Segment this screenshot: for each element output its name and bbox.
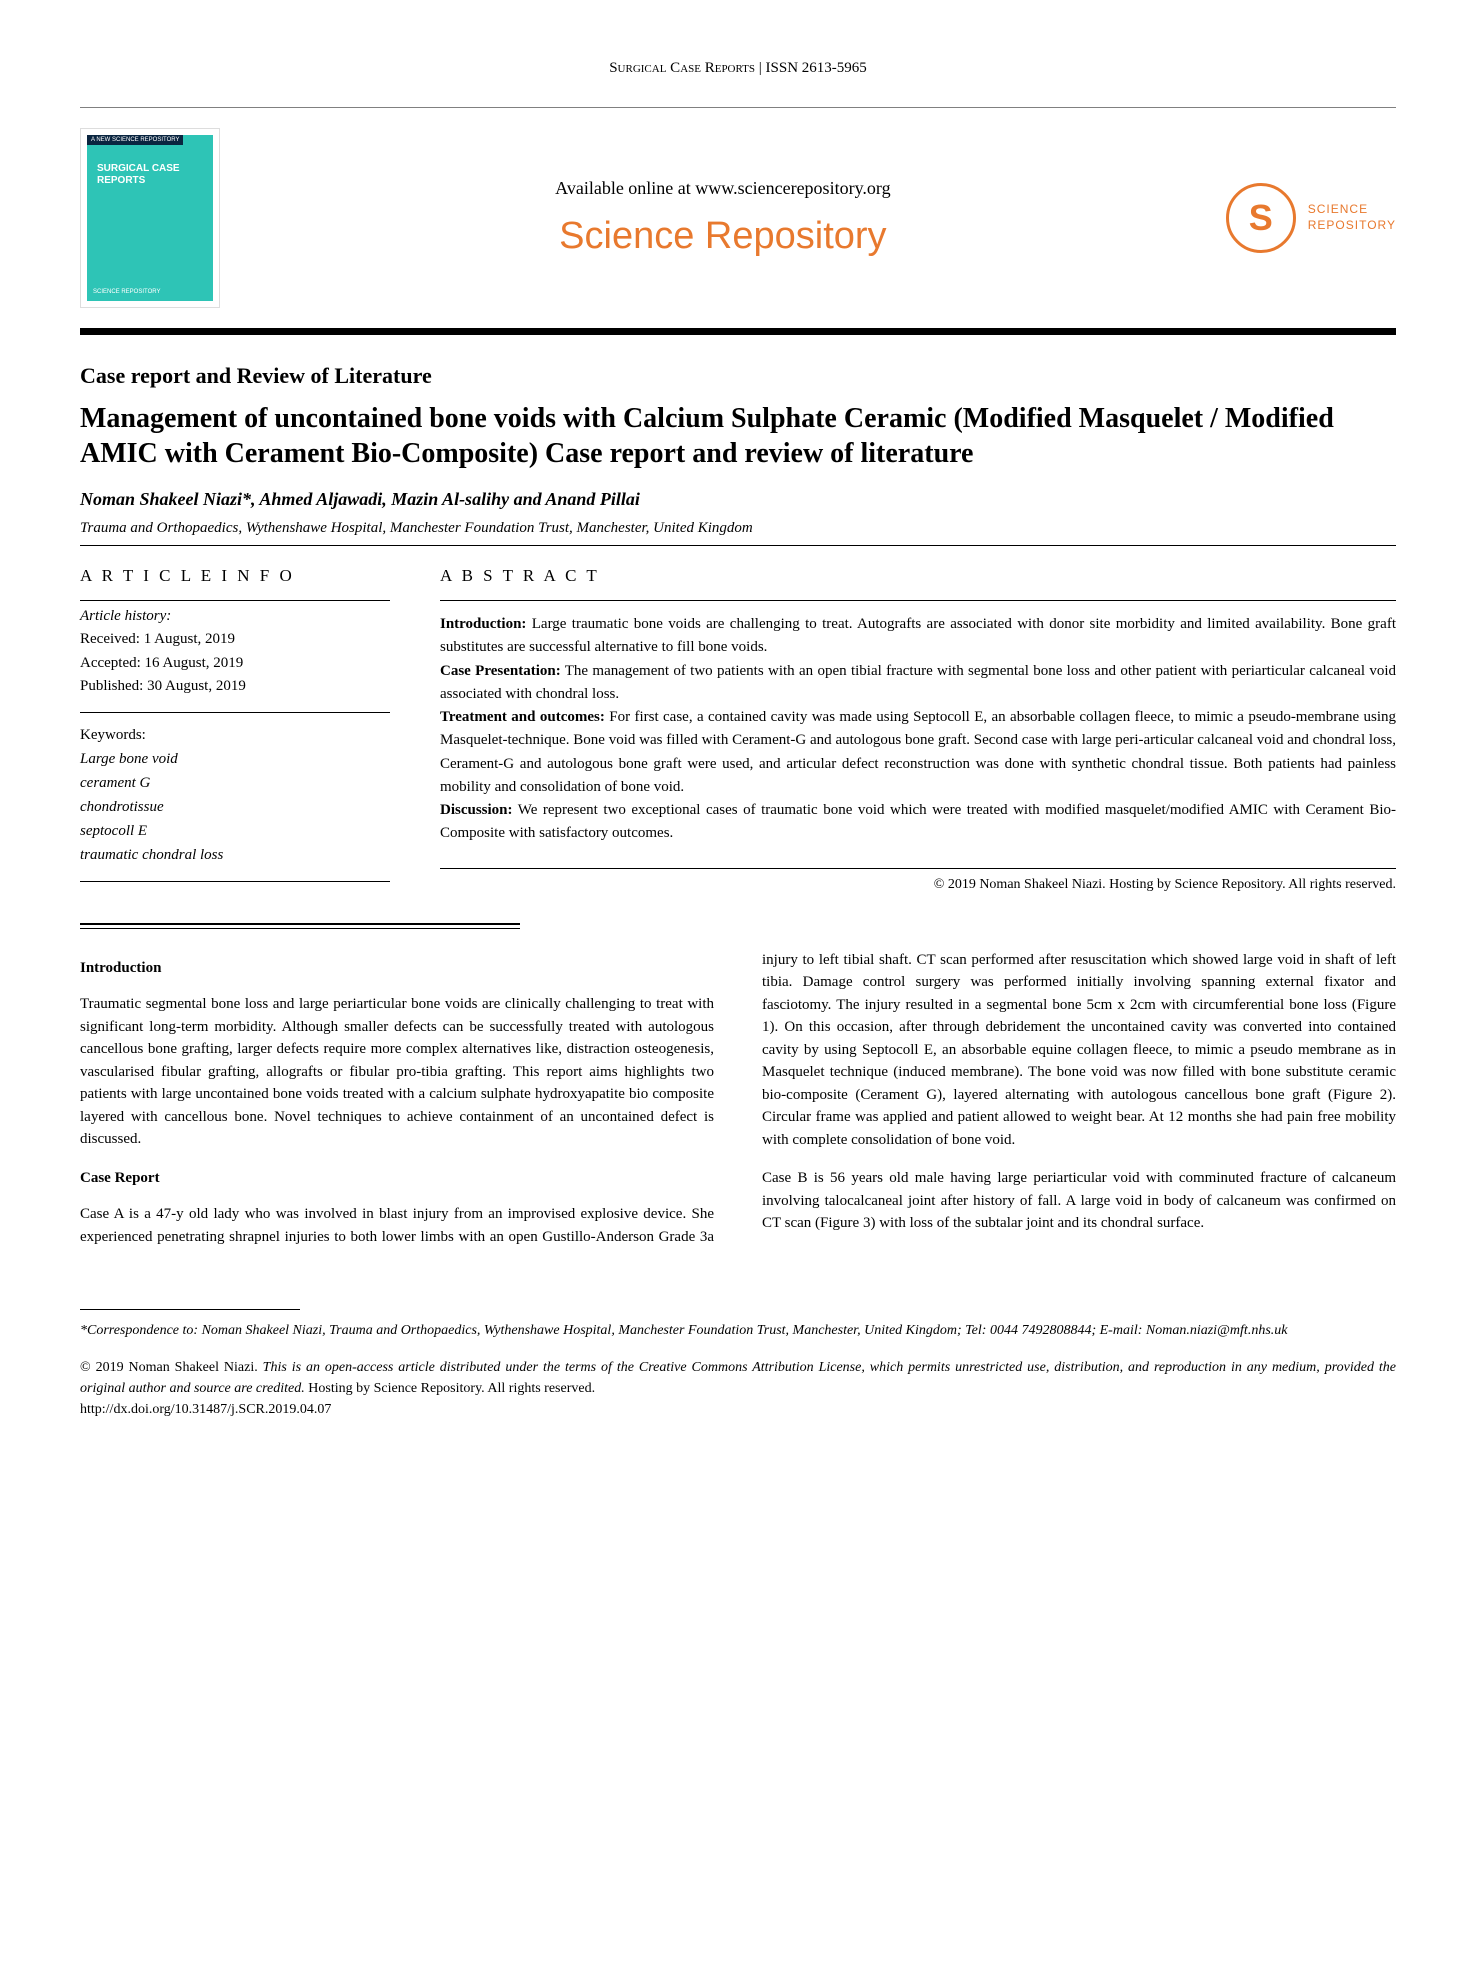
footer: *Correspondence to: Noman Shakeel Niazi,… (80, 1309, 1396, 1420)
history-label: Article history: (80, 605, 390, 628)
abstract-intro-label: Introduction: (440, 616, 526, 632)
journal-header: Surgical Case Reports | ISSN 2613-5965 (80, 60, 1396, 77)
banner-center: Available online at www.sciencerepositor… (250, 178, 1196, 258)
doi: http://dx.doi.org/10.31487/j.SCR.2019.04… (80, 1402, 331, 1417)
rule (80, 545, 1396, 546)
keyword: chondrotissue (80, 795, 390, 819)
keyword: cerament G (80, 771, 390, 795)
case-b-paragraph: Case B is 56 years old male having large… (762, 1167, 1396, 1235)
logo-line2: REPOSITORY (1308, 218, 1396, 234)
cover-bottom: SCIENCE REPOSITORY (93, 289, 160, 295)
publisher-logo: S SCIENCE REPOSITORY (1226, 183, 1396, 253)
abstract-case-label: Case Presentation: (440, 663, 561, 679)
article-type: Case report and Review of Literature (80, 363, 1396, 389)
article-info: A R T I C L E I N F O Article history: R… (80, 566, 390, 893)
top-rule (80, 107, 1396, 108)
case-report-heading: Case Report (80, 1167, 714, 1190)
correspondence: *Correspondence to: Noman Shakeel Niazi,… (80, 1320, 1396, 1341)
banner: A NEW SCIENCE REPOSITORY SURGICAL CASE R… (80, 128, 1396, 308)
received-date: Received: 1 August, 2019 (80, 628, 390, 651)
repository-name: Science Repository (250, 215, 1196, 258)
keyword: traumatic chondral loss (80, 843, 390, 867)
cover-title: SURGICAL CASE REPORTS (97, 163, 213, 187)
intro-heading: Introduction (80, 957, 714, 980)
logo-text: SCIENCE REPOSITORY (1308, 202, 1396, 233)
article-body: Introduction Traumatic segmental bone lo… (80, 949, 1396, 1250)
published-date: Published: 30 August, 2019 (80, 675, 390, 698)
copyright: © 2019 Noman Shakeel Niazi. Hosting by S… (440, 868, 1396, 893)
abstract-disc-label: Discussion: (440, 802, 513, 818)
available-online-text: Available online at www.sciencerepositor… (250, 178, 1196, 199)
abstract-treat-label: Treatment and outcomes: (440, 709, 605, 725)
logo-line1: SCIENCE (1308, 202, 1396, 218)
accepted-date: Accepted: 16 August, 2019 (80, 652, 390, 675)
journal-cover: A NEW SCIENCE REPOSITORY SURGICAL CASE R… (80, 128, 220, 308)
keyword: septocoll E (80, 819, 390, 843)
cover-tag: A NEW SCIENCE REPOSITORY (87, 135, 183, 145)
info-abstract-row: A R T I C L E I N F O Article history: R… (80, 566, 1396, 893)
license: © 2019 Noman Shakeel Niazi. This is an o… (80, 1357, 1396, 1420)
thick-rule (80, 328, 1396, 335)
affiliation: Trauma and Orthopaedics, Wythenshawe Hos… (80, 520, 1396, 537)
article-title: Management of uncontained bone voids wit… (80, 401, 1396, 471)
abstract-intro: Large traumatic bone voids are challengi… (440, 616, 1396, 655)
keywords-label: Keywords: (80, 723, 390, 747)
abstract-case: The management of two patients with an o… (440, 663, 1396, 702)
abstract-disc: We represent two exceptional cases of tr… (440, 802, 1396, 841)
body-rule (80, 923, 1396, 929)
abstract: A B S T R A C T Introduction: Large trau… (440, 566, 1396, 893)
logo-icon: S (1226, 183, 1296, 253)
keyword: Large bone void (80, 747, 390, 771)
abstract-heading: A B S T R A C T (440, 566, 1396, 586)
authors: Noman Shakeel Niazi*, Ahmed Aljawadi, Ma… (80, 489, 1396, 510)
intro-paragraph: Traumatic segmental bone loss and large … (80, 993, 714, 1151)
articleinfo-heading: A R T I C L E I N F O (80, 566, 390, 586)
